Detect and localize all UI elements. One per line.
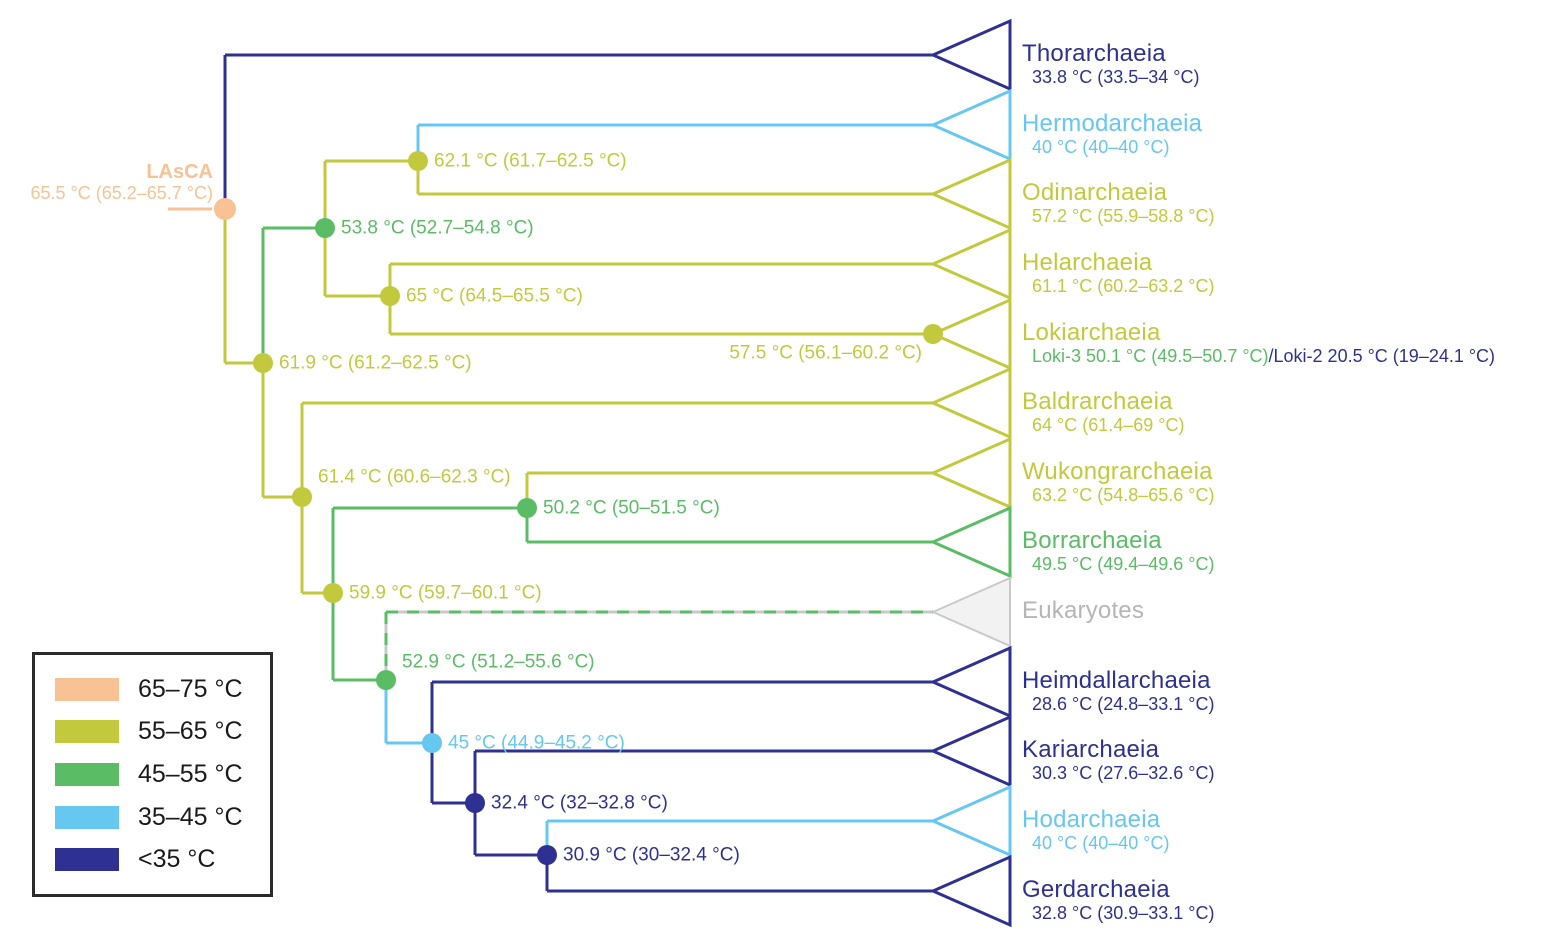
node-62-1-dot <box>408 151 428 171</box>
tip-temp-range: 32.8 °C (30.9–33.1 °C) <box>1032 903 1215 923</box>
tip-triangle-thorarchaeia <box>929 18 1012 92</box>
tip-temp-range: 40 °C (40–40 °C) <box>1032 137 1170 157</box>
node-61-4-label: 61.4 °C (60.6–62.3 °C) <box>318 466 511 488</box>
legend-label: 65–75 °C <box>138 674 243 703</box>
tip-name: Hermodarchaeia <box>1022 110 1203 137</box>
temperature-legend: 65–75 °C 55–65 °C 45–55 °C 35–45 °C <35 °C <box>32 652 273 897</box>
tip-label-lokiarchaeia: Lokiarchaeia Loki-3 50.1 °C (49.5–50.7 °C… <box>1022 319 1495 366</box>
tip-label-odinarchaeia: Odinarchaeia 57.2 °C (55.9–58.8 °C) <box>1022 179 1215 226</box>
legend-item-1: 55–65 °C <box>55 717 260 746</box>
tip-name: Lokiarchaeia <box>1022 319 1161 346</box>
tip-triangle-wukongrarchaeia <box>929 436 1012 510</box>
tip-name: Kariarchaeia <box>1022 736 1160 763</box>
tip-name: Baldrarchaeia <box>1022 388 1173 415</box>
tip-triangle-hodarchaeia <box>929 784 1012 858</box>
tip-temp-range: 49.5 °C (49.4–49.6 °C) <box>1032 554 1215 574</box>
legend-swatch <box>55 677 119 701</box>
tip-temp-range: 61.1 °C (60.2–63.2 °C) <box>1032 276 1215 296</box>
tip-triangle-baldrarchaeia <box>929 366 1012 440</box>
tip-triangle-odinarchaeia <box>929 157 1012 231</box>
node-50-2-dot <box>517 498 537 518</box>
tip-label-eukaryotes: Eukaryotes <box>1022 597 1144 624</box>
tip-temp-part: /Loki-2 20.5 °C (19–24.1 °C) <box>1268 346 1496 366</box>
tip-name: Eukaryotes <box>1022 597 1145 624</box>
tip-label-hermodarchaeia: Hermodarchaeia 40 °C (40–40 °C) <box>1022 110 1202 157</box>
tip-label-thorarchaeia: Thorarchaeia 33.8 °C (33.5–34 °C) <box>1022 40 1199 87</box>
tip-label-kariarchaeia: Kariarchaeia 30.3 °C (27.6–32.6 °C) <box>1022 736 1215 783</box>
legend-item-3: 35–45 °C <box>55 803 260 832</box>
tip-name: Odinarchaeia <box>1022 179 1168 206</box>
tip-name: Helarchaeia <box>1022 249 1153 276</box>
legend-swatch <box>55 762 119 786</box>
legend-label: 35–45 °C <box>138 802 243 831</box>
tip-temp-range: 40 °C (40–40 °C) <box>1032 833 1170 853</box>
node-61-9-label: 61.9 °C (61.2–62.5 °C) <box>279 352 472 374</box>
tip-temp-range: 28.6 °C (24.8–33.1 °C) <box>1032 694 1215 714</box>
tip-triangle-hermodarchaeia <box>929 88 1012 162</box>
tip-temp-range: 63.2 °C (54.8–65.6 °C) <box>1032 485 1215 505</box>
node-61-9-dot <box>253 353 273 373</box>
node-30-9-label: 30.9 °C (30–32.4 °C) <box>563 844 740 866</box>
legend-item-4: <35 °C <box>55 845 260 874</box>
root-lasca-dot <box>214 198 236 220</box>
node-45-dot <box>422 733 442 753</box>
node-65-label: 65 °C (64.5–65.5 °C) <box>406 285 583 307</box>
legend-swatch <box>55 805 119 829</box>
tip-triangle-borrarchaeia <box>929 505 1012 579</box>
tip-triangle-helarchaeia <box>929 227 1012 301</box>
node-30-9-dot <box>537 845 557 865</box>
tip-temp-range: 57.2 °C (55.9–58.8 °C) <box>1032 206 1215 226</box>
legend-label: 55–65 °C <box>138 717 243 746</box>
tip-temp-range: 33.8 °C (33.5–34 °C) <box>1032 67 1200 87</box>
tip-temp-range: 30.3 °C (27.6–32.6 °C) <box>1032 763 1215 783</box>
tip-triangle-kariarchaeia <box>929 714 1012 788</box>
tip-name: Wukongrarchaeia <box>1022 458 1213 485</box>
node-53-8-label: 53.8 °C (52.7–54.8 °C) <box>341 217 534 239</box>
node-52-9-label: 52.9 °C (51.2–55.6 °C) <box>402 651 595 673</box>
legend-label: <35 °C <box>138 845 216 874</box>
node-32-4-dot <box>465 793 485 813</box>
legend-item-2: 45–55 °C <box>55 760 260 789</box>
legend-swatch <box>55 848 119 872</box>
legend-swatch <box>55 720 119 744</box>
node-57-5-dot <box>923 324 943 344</box>
node-59-9-dot <box>323 583 343 603</box>
legend-label: 45–55 °C <box>138 759 243 788</box>
legend-item-0: 65–75 °C <box>55 675 260 704</box>
root-temp-range: 65.5 °C (65.2–65.7 °C) <box>30 183 214 203</box>
tip-label-gerdarchaeia: Gerdarchaeia 32.8 °C (30.9–33.1 °C) <box>1022 876 1215 923</box>
tip-temp-range: Loki-3 50.1 °C (49.5–50.7 °C)/Loki-2 20.… <box>1022 346 1495 366</box>
node-50-2-label: 50.2 °C (50–51.5 °C) <box>543 497 720 519</box>
root-lasca-label: LAsCA 65.5 °C (65.2–65.7 °C) <box>0 161 214 203</box>
node-57-5-label: 57.5 °C (56.1–60.2 °C) <box>729 342 922 364</box>
tip-temp-range: 64 °C (61.4–69 °C) <box>1032 415 1185 435</box>
tip-name: Gerdarchaeia <box>1022 876 1170 903</box>
node-45-label: 45 °C (44.9–45.2 °C) <box>448 732 625 754</box>
node-53-8-dot <box>315 218 335 238</box>
tip-triangle-eukaryotes <box>930 576 1011 648</box>
tip-name: Borrarchaeia <box>1022 527 1162 554</box>
node-61-4-dot <box>292 487 312 507</box>
tip-temp-part: Loki-3 50.1 °C (49.5–50.7 °C) <box>1032 346 1269 366</box>
tip-triangle-lokiarchaeia <box>929 297 1012 371</box>
tip-label-borrarchaeia: Borrarchaeia 49.5 °C (49.4–49.6 °C) <box>1022 527 1215 574</box>
tip-label-hodarchaeia: Hodarchaeia 40 °C (40–40 °C) <box>1022 806 1169 853</box>
tip-label-wukongrarchaeia: Wukongrarchaeia 63.2 °C (54.8–65.6 °C) <box>1022 458 1215 505</box>
node-32-4-label: 32.4 °C (32–32.8 °C) <box>491 792 668 814</box>
node-59-9-label: 59.9 °C (59.7–60.1 °C) <box>349 582 542 604</box>
tip-name: Heimdallarchaeia <box>1022 667 1211 694</box>
tip-label-helarchaeia: Helarchaeia 61.1 °C (60.2–63.2 °C) <box>1022 249 1215 296</box>
root-name: LAsCA <box>146 161 213 183</box>
node-62-1-label: 62.1 °C (61.7–62.5 °C) <box>434 150 627 172</box>
tip-name: Hodarchaeia <box>1022 806 1161 833</box>
node-65-dot <box>380 286 400 306</box>
tip-label-baldrarchaeia: Baldrarchaeia 64 °C (61.4–69 °C) <box>1022 388 1184 435</box>
node-52-9-dot <box>376 670 396 690</box>
tip-triangle-gerdarchaeia <box>929 854 1012 928</box>
tip-name: Thorarchaeia <box>1022 40 1166 67</box>
tip-label-heimdallarchaeia: Heimdallarchaeia 28.6 °C (24.8–33.1 °C) <box>1022 667 1215 714</box>
tip-triangle-heimdallarchaeia <box>929 645 1012 719</box>
